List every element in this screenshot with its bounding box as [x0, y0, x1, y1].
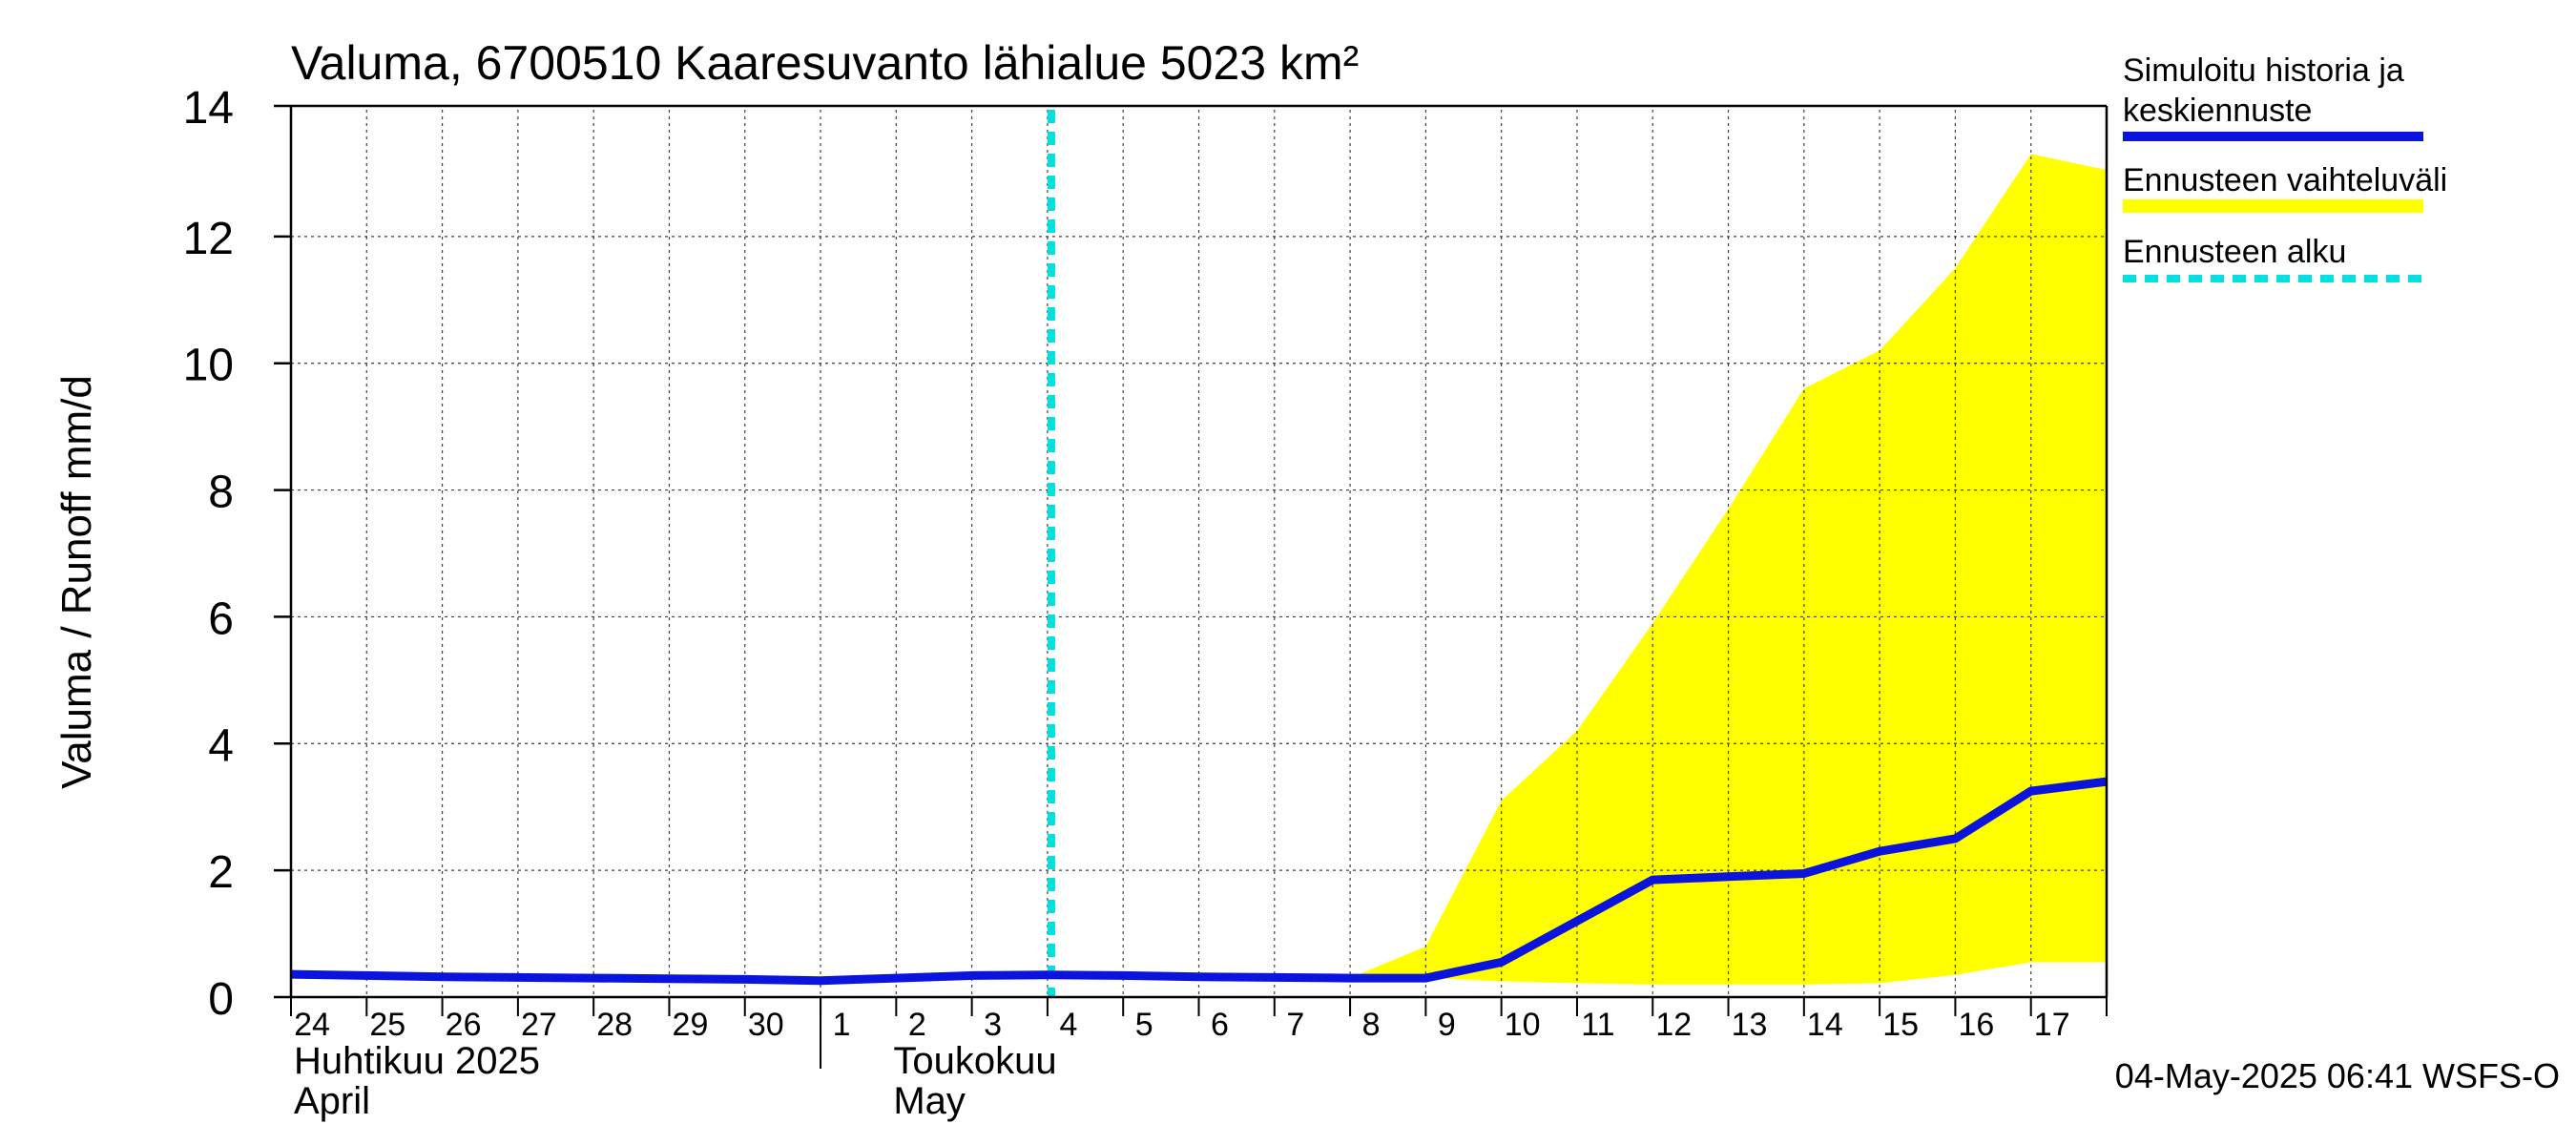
x-tick-label: 5	[1135, 1007, 1153, 1043]
legend-label-median-cont: keskiennuste	[2123, 93, 2312, 129]
forecast-range-band	[1350, 154, 2107, 985]
footer-timestamp: 04-May-2025 06:41 WSFS-O	[2115, 1056, 2560, 1095]
month-label-fi: Huhtikuu 2025	[294, 1040, 540, 1082]
x-tick-label: 3	[984, 1007, 1002, 1043]
x-tick-label: 6	[1211, 1007, 1229, 1043]
grid	[291, 110, 2107, 997]
x-tick-label: 24	[294, 1007, 330, 1043]
x-tick-label: 14	[1807, 1007, 1843, 1043]
x-tick-label: 2	[908, 1007, 926, 1043]
x-tick-label: 8	[1362, 1007, 1381, 1043]
y-tick-label: 0	[208, 974, 234, 1025]
y-axis-label: Valuma / Runoff mm/d	[53, 375, 100, 789]
x-tick-label: 12	[1655, 1007, 1692, 1043]
x-tick-label: 28	[596, 1007, 633, 1043]
x-tick-label: 30	[748, 1007, 784, 1043]
x-tick-label: 16	[1959, 1007, 1995, 1043]
x-tick-label: 11	[1581, 1007, 1614, 1043]
x-tick-label: 10	[1505, 1007, 1541, 1043]
month-label-en: April	[294, 1080, 370, 1122]
month-label-en: May	[893, 1080, 966, 1122]
x-tick-label: 25	[369, 1007, 405, 1043]
y-tick-label: 4	[208, 720, 234, 771]
series-layer	[290, 777, 2108, 986]
legend: Simuloitu historia ja keskiennuste Ennuste…	[2123, 52, 2447, 282]
y-tick-label: 12	[183, 214, 234, 264]
x-tick-label: 17	[2034, 1007, 2070, 1043]
x-tick-label: 26	[446, 1007, 482, 1043]
series-line-median-forecast	[290, 777, 2108, 986]
y-tick-label: 10	[183, 341, 234, 391]
x-tick-label: 29	[673, 1007, 709, 1043]
x-tick-label: 1	[833, 1007, 851, 1043]
x-tick-label: 9	[1438, 1007, 1456, 1043]
chart-title: Valuma, 6700510 Kaaresuvanto lähialue 50…	[291, 36, 1359, 90]
y-tick-label: 14	[183, 83, 234, 134]
y-tick-label: 2	[208, 847, 234, 898]
x-tick-label: 7	[1286, 1007, 1304, 1043]
x-tick-label: 15	[1882, 1007, 1919, 1043]
y-tick-label: 8	[208, 468, 234, 518]
y-tick-label: 6	[208, 593, 234, 644]
legend-label-range: Ennusteen vaihteluväli	[2123, 162, 2447, 198]
x-tick-label: 4	[1059, 1007, 1077, 1043]
x-tick-label: 13	[1732, 1007, 1768, 1043]
legend-label-median: Simuloitu historia ja	[2123, 52, 2404, 89]
x-tick-label: 27	[521, 1007, 557, 1043]
forecast-range-layer	[1350, 154, 2107, 985]
month-label-fi: Toukokuu	[893, 1040, 1056, 1082]
legend-label-forecast-start: Ennusteen alku	[2123, 234, 2346, 270]
